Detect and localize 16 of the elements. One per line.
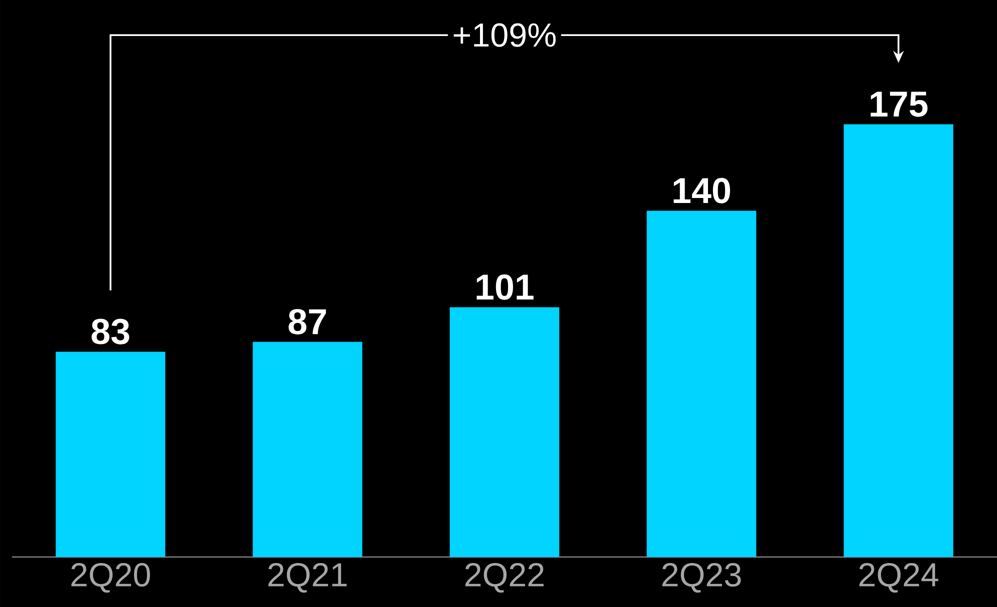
data-label: 101	[476, 274, 534, 300]
bar	[252, 342, 362, 557]
bar	[56, 352, 166, 557]
x-tick-label: 2Q23	[662, 563, 741, 593]
text: +109%	[454, 23, 556, 47]
x-tick-label: 2Q20	[71, 563, 150, 593]
x-tick-label: 2Q21	[268, 563, 347, 593]
bar	[844, 124, 954, 557]
bar	[450, 307, 560, 557]
data-label: 175	[870, 92, 928, 117]
data-label: 87	[288, 308, 326, 334]
bar	[646, 210, 756, 557]
x-tick-label: 2Q24	[859, 563, 938, 593]
x-tick-label: 2Q22	[465, 563, 544, 593]
data-label: 140	[674, 178, 730, 204]
data-label: 83	[92, 318, 130, 344]
